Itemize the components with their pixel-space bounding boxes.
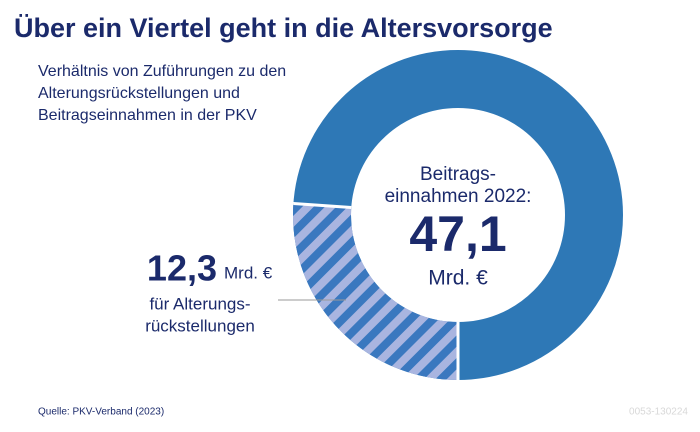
total-value: 47,1	[409, 206, 506, 262]
source: Quelle: PKV-Verband (2023)	[38, 407, 164, 418]
separator	[293, 201, 352, 210]
chart-title: Über ein Viertel geht in die Altersvorso…	[14, 13, 553, 43]
subtitle: Alterungsrückstellungen und	[38, 85, 240, 102]
total-unit: Mrd. €	[428, 267, 488, 290]
code: 0053-130224	[629, 407, 688, 418]
segment-value: 12,3	[147, 248, 217, 289]
subtitle: Verhältnis von Zuführungen zu den	[38, 63, 286, 80]
total-label: Beitrags-	[420, 164, 496, 185]
segment-unit: Mrd. €	[224, 263, 273, 282]
segment-label: für Alterungs-	[149, 294, 250, 313]
donut-segment	[292, 203, 458, 380]
total-label: einnahmen 2022:	[385, 186, 532, 207]
subtitle: Beitragseinnahmen in der PKV	[38, 107, 257, 124]
segment-label: rückstellungen	[145, 316, 255, 335]
